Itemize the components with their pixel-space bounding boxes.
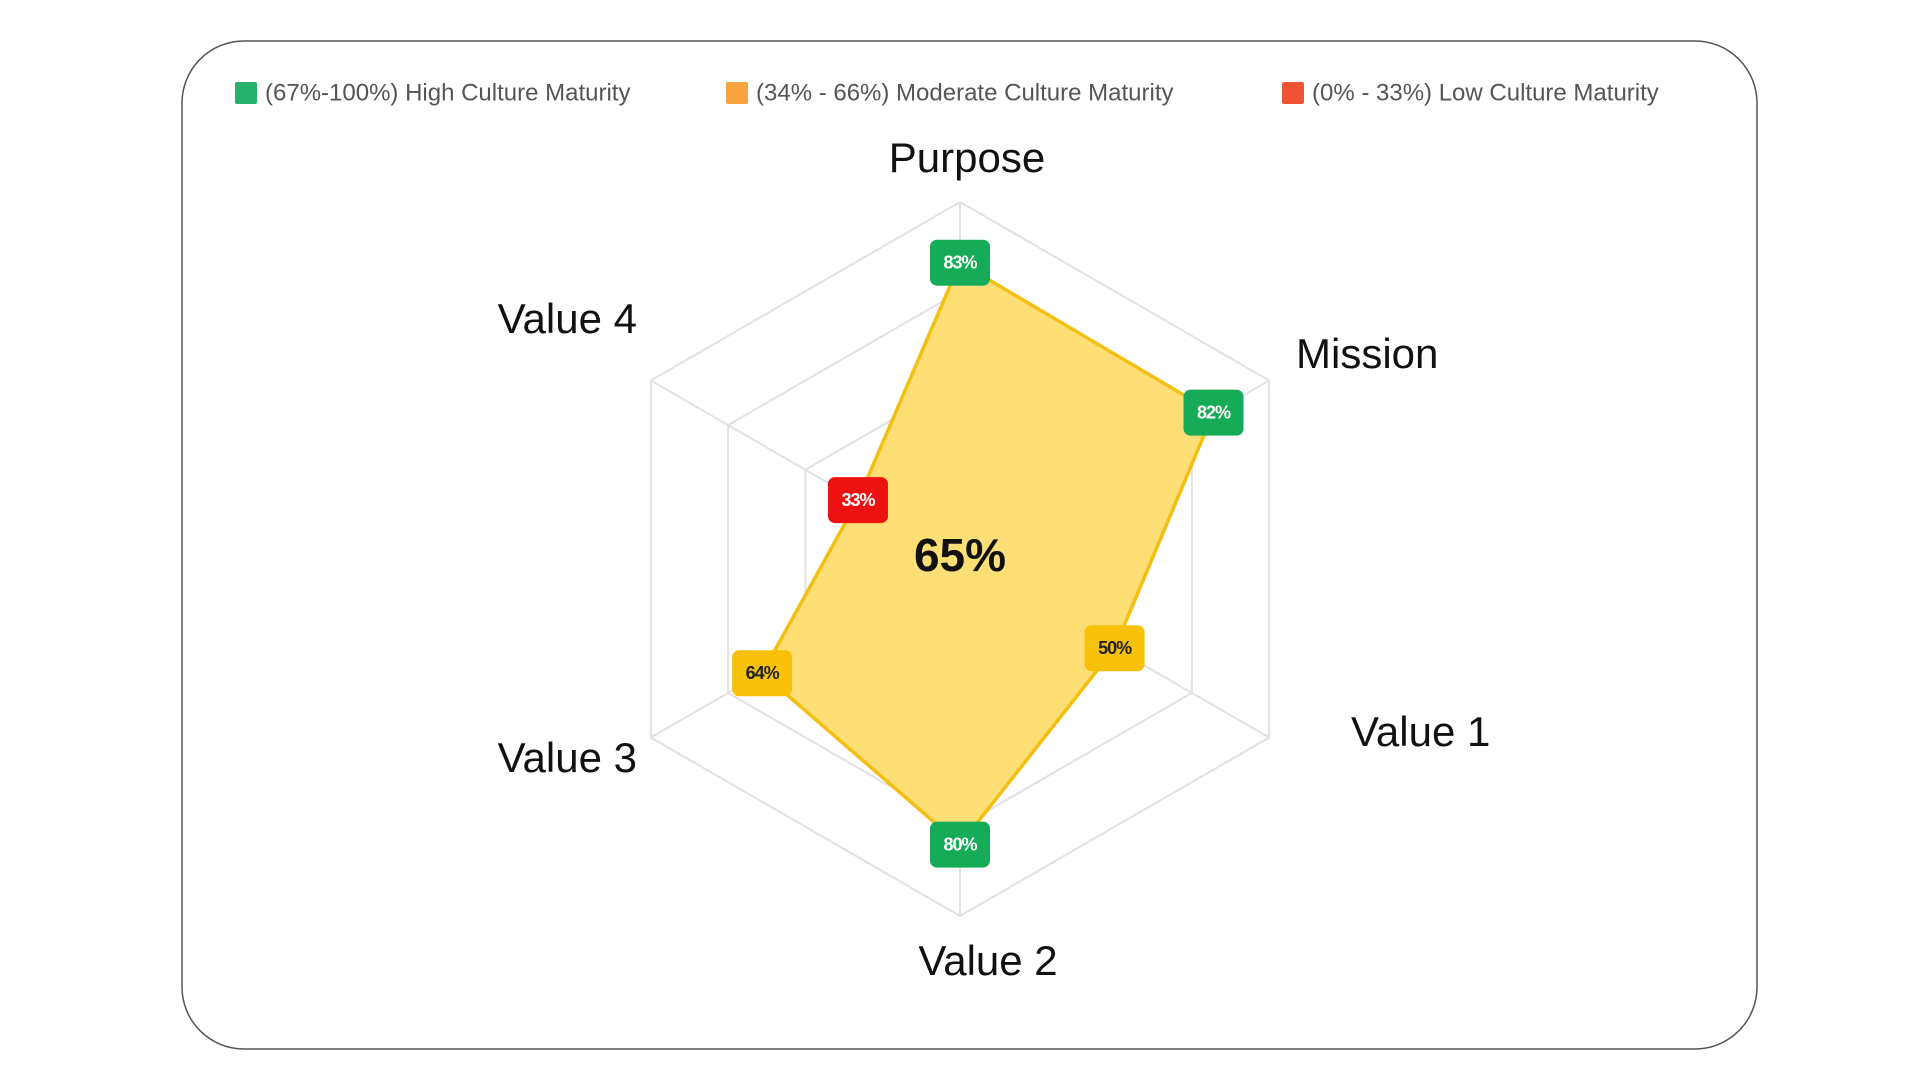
value-badge [1084, 625, 1145, 672]
value-label: 82% [1197, 402, 1231, 422]
value-label: 33% [841, 490, 875, 510]
legend-label: (0% - 33%) Low Culture Maturity [1312, 79, 1659, 106]
value-badge [1183, 389, 1244, 436]
value-label: 80% [943, 834, 977, 854]
value-badge [930, 821, 990, 868]
legend-swatch [726, 82, 748, 104]
category-label: Purpose [889, 134, 1045, 181]
legend-swatch [1282, 82, 1304, 104]
category-label: Value 1 [1351, 708, 1490, 755]
category-label: Mission [1296, 330, 1438, 377]
center-label: 65% [914, 529, 1006, 581]
category-label: Value 4 [498, 295, 637, 342]
legend-label: (34% - 66%) Moderate Culture Maturity [756, 79, 1174, 106]
value-badge [732, 650, 793, 697]
category-label: Value 3 [498, 734, 637, 781]
legend-label: (67%-100%) High Culture Maturity [265, 79, 630, 106]
category-label: Value 2 [918, 937, 1057, 984]
value-label: 50% [1098, 638, 1132, 658]
value-label: 64% [746, 663, 780, 683]
legend-swatch [235, 82, 257, 104]
value-label: 83% [943, 252, 977, 272]
value-badge [930, 239, 990, 286]
value-badge [827, 477, 888, 524]
